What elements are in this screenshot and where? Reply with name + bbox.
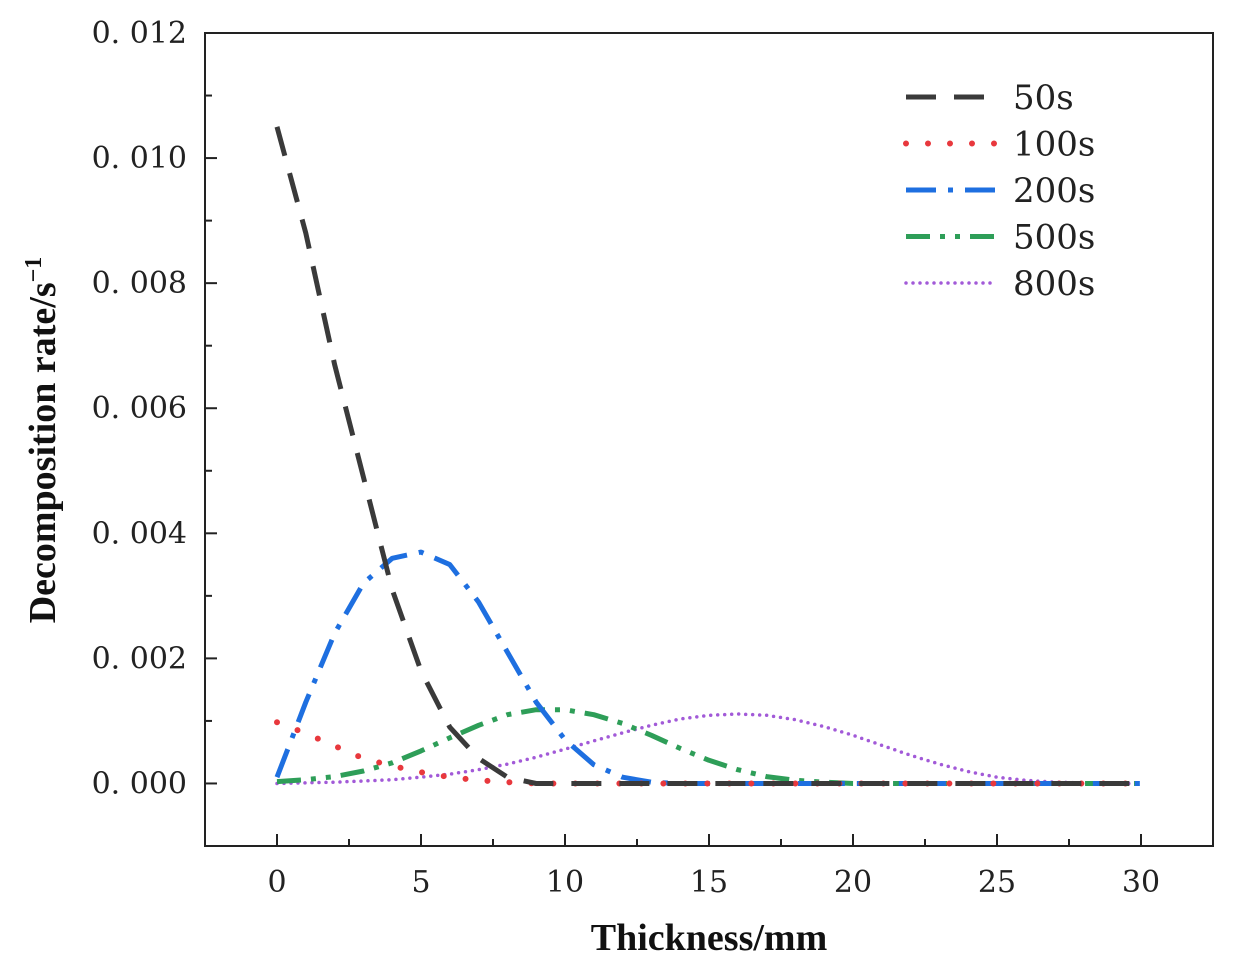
legend-label-500s: 500s [1013,218,1095,258]
y-axis-title: Decomposition rate/s−1 [21,257,64,624]
series-line-800s [275,712,1143,786]
x-tick-label: 0 [267,865,286,900]
y-tick-label: 0. 004 [92,516,187,551]
legend-label-50s: 50s [1013,78,1074,118]
x-tick-label: 20 [834,865,872,900]
series-line-500s [276,707,1141,786]
y-tick-label: 0. 012 [92,16,187,51]
x-tick-label: 15 [690,865,728,900]
series-line-100s [274,719,1144,787]
legend: 50s 100s 200s 500s 800s [903,78,1095,304]
x-tick-label: 10 [546,865,584,900]
y-tick-label: 0. 002 [92,641,187,676]
y-tick-label: 0. 006 [92,391,187,426]
legend-label-800s: 800s [1013,264,1095,304]
series-layer [274,126,1144,787]
y-axis-title-exponent: −1 [21,257,47,283]
legend-label-200s: 200s [1013,171,1095,211]
y-tick-label: 0. 000 [92,766,187,801]
x-tick-label: 30 [1122,865,1160,900]
series-line-50s [274,126,1141,786]
y-tick-label: 0. 008 [92,266,187,301]
y-tick-label: 0. 010 [92,141,187,176]
x-tick-label: 25 [978,865,1016,900]
series-line-200s [274,549,1141,786]
y-axis-title-main: Decomposition rate/s [22,282,64,623]
x-tick-label: 5 [411,865,430,900]
x-axis-title: Thickness/mm [591,917,827,959]
axis-ticks: 0 5 10 15 20 25 30 0. 000 0. 002 0. 004 0. 006 0. 0… [92,16,1214,900]
legend-label-100s: 100s [1013,125,1095,165]
